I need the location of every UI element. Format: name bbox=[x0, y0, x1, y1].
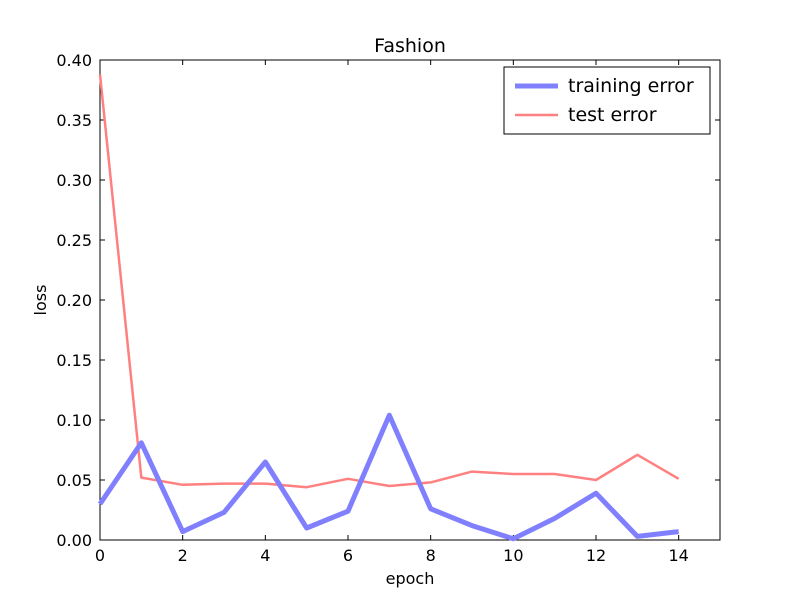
series-line-test-error bbox=[98, 74, 680, 489]
x-axis-label: epoch bbox=[386, 569, 435, 588]
y-axis-label: loss bbox=[31, 285, 50, 316]
legend-box bbox=[503, 66, 711, 135]
x-tick-label: 12 bbox=[586, 546, 606, 565]
x-tick-label: 10 bbox=[503, 546, 523, 565]
x-tick-label: 0 bbox=[95, 546, 105, 565]
y-axis: 0.00 0.05 0.10 0.15 0.20 0.25 0.30 0.35 0.40 bbox=[56, 51, 720, 550]
y-tick-label: 0.05 bbox=[56, 471, 92, 490]
y-tick-label: 0.35 bbox=[56, 111, 92, 130]
x-tick-label: 6 bbox=[343, 546, 353, 565]
y-tick-label: 0.20 bbox=[56, 291, 92, 310]
series-line-training-error bbox=[97, 412, 679, 542]
legend: training error test error bbox=[503, 66, 711, 135]
x-tick-label: 4 bbox=[260, 546, 270, 565]
y-tick-label: 0.15 bbox=[56, 351, 92, 370]
x-axis: 0 2 4 6 8 10 12 14 bbox=[95, 60, 689, 565]
y-tick-label: 0.40 bbox=[56, 51, 92, 70]
legend-label-test-error: test error bbox=[568, 104, 657, 126]
x-tick-label: 2 bbox=[178, 546, 188, 565]
chart-title: Fashion bbox=[374, 35, 446, 57]
y-tick-label: 0.25 bbox=[56, 231, 92, 250]
legend-label-training-error: training error bbox=[568, 75, 694, 97]
y-tick-label: 0.10 bbox=[56, 411, 92, 430]
x-tick-label: 14 bbox=[668, 546, 688, 565]
y-tick-label: 0.00 bbox=[56, 531, 92, 550]
x-tick-label: 8 bbox=[426, 546, 436, 565]
y-tick-label: 0.30 bbox=[56, 171, 92, 190]
series-layer bbox=[97, 74, 680, 542]
